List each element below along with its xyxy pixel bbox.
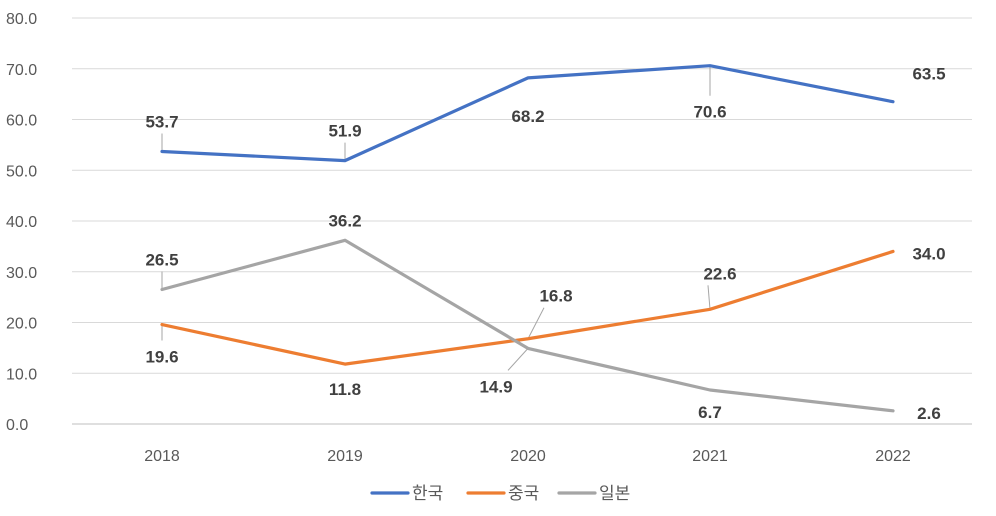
data-label: 36.2 [328,211,361,230]
data-label: 6.7 [698,403,722,422]
data-label: 16.8 [539,287,572,306]
x-tick-label: 2019 [327,448,363,465]
x-tick-label: 2022 [875,448,911,465]
label-leader-line [507,348,529,371]
y-tick-label: 40.0 [6,214,37,231]
legend: 한국 중국 일본 [370,484,630,504]
data-label: 19.6 [145,348,178,367]
label-leader-lines [161,65,711,371]
data-label: 34.0 [912,244,945,263]
data-label: 51.9 [328,122,361,141]
label-leader-line [707,285,711,310]
legend-label: 한국 [412,484,443,504]
data-label: 22.6 [703,264,736,283]
data-label: 11.8 [329,380,361,399]
legend-label: 일본 [599,484,630,504]
y-tick-label: 0.0 [6,417,28,434]
series-lines [160,64,895,413]
series-line [160,64,895,163]
y-tick-label: 50.0 [6,163,37,180]
y-tick-label: 60.0 [6,113,37,130]
y-tick-label: 10.0 [6,366,37,383]
y-tick-label: 30.0 [6,265,37,282]
y-axis-ticks: 0.0 10.0 20.0 30.0 40.0 50.0 60.0 70.0 80.0 [6,11,37,434]
legend-label: 중국 [508,484,539,504]
x-axis-ticks: 2018 2019 2020 2021 2022 [144,448,911,465]
x-tick-label: 2020 [510,448,546,465]
data-label: 26.5 [145,251,178,270]
y-tick-label: 20.0 [6,316,37,333]
y-tick-label: 80.0 [6,11,37,28]
data-label: 2.6 [917,404,941,423]
series-line [160,238,895,413]
y-tick-label: 70.0 [6,62,37,79]
data-label: 53.7 [145,112,178,131]
data-labels: 53.7 51.9 68.2 70.6 63.5 19.6 11.8 16.8 22.6 34.0… [145,65,945,423]
series-line [160,249,895,366]
data-label: 63.5 [912,65,945,84]
data-label: 68.2 [511,107,544,126]
label-leader-line [527,307,545,339]
data-label: 70.6 [693,103,726,122]
x-tick-label: 2018 [144,448,180,465]
data-label: 14.9 [479,377,512,396]
x-tick-label: 2021 [692,448,728,465]
